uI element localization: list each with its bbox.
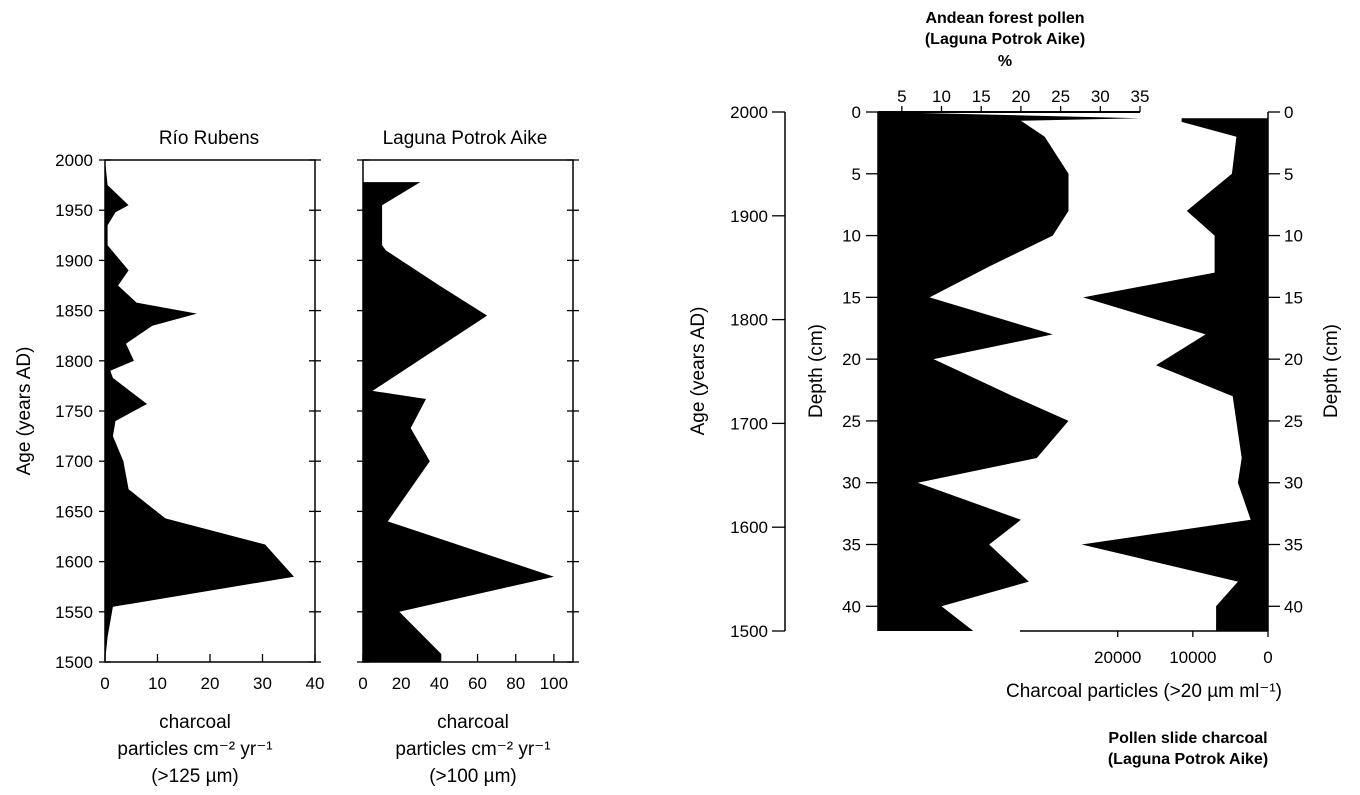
depth-tick-label: 20 [842,350,861,369]
depth-axis-label-left: Depth (cm) [806,324,827,418]
y-axis-label-age: Age (years AD) [14,347,35,476]
depth-tick-label-right: 10 [1284,227,1303,246]
age-tick-label: 1800 [730,311,768,330]
age-axis-label: Age (years AD) [688,307,709,436]
depth-tick-label: 15 [842,288,861,307]
x-ticks-laguna-potrok-aike: 0 20 40 60 80 100 [358,654,568,693]
pollen-area [878,112,1140,631]
age-tick-label: 1900 [730,207,768,226]
y-tick-label: 1550 [55,603,93,622]
depth-left-ticks: 0 5 10 15 20 25 30 35 40 [842,103,878,616]
x-tick-label: 10 [148,674,167,693]
panel-rio-rubens: Río Rubens Age (years AD) 1500 1550 1600 16… [14,128,324,787]
pollen-title-line1: Andean forest pollen [925,10,1084,27]
charcoal-tick-label: 10000 [1169,648,1216,667]
x-tick-label: 40 [306,674,325,693]
pollen-tick-label: 15 [972,87,991,106]
x-axis-label-line1: charcoal [159,712,231,733]
panel-title-laguna-potrok-aike: Laguna Potrok Aike [383,128,548,149]
pollen-ticks: 5 10 15 20 25 30 35 [897,87,1149,112]
y-ticks-laguna-potrok-aike [357,159,579,663]
age-tick-label: 1600 [730,518,768,537]
y-tick-label: 1900 [55,251,93,270]
x-tick-label: 20 [201,674,220,693]
y-tick-label: 1800 [55,352,93,371]
panel-andean-pollen: Andean forest pollen (Laguna Potrok Aike… [688,10,1342,768]
age-tick-label: 1500 [730,622,768,641]
y-tick-label: 2000 [55,151,93,170]
y-tick-label: 1500 [55,653,93,672]
depth-tick-label-right: 25 [1284,412,1303,431]
panel-title-rio-rubens: Río Rubens [159,128,259,149]
x-tick-label: 20 [392,674,411,693]
x-axis-label-line1: charcoal [437,712,509,733]
y-tick-label: 1750 [55,402,93,421]
y-tick-label: 1650 [55,502,93,521]
depth-tick-label-right: 30 [1284,474,1303,493]
depth-tick-label: 25 [842,412,861,431]
age-ticks: 2000 1900 1800 1700 1600 1500 [730,103,785,641]
pollen-series-group [878,112,1140,631]
depth-tick-label: 10 [842,227,861,246]
pollen-tick-label: 35 [1131,87,1150,106]
x-tick-label: 0 [358,674,367,693]
x-axis-label-line3: (>100 µm) [429,766,517,787]
pollen-title-line3: % [998,53,1012,70]
area-laguna-potrok-aike [363,182,554,662]
y-ticks-rio-rubens: 1500 1550 1600 1650 1700 1750 1800 1850 1900 1950… [55,151,321,672]
depth-tick-label-right: 15 [1284,288,1303,307]
depth-tick-label: 40 [842,597,861,616]
depth-tick-label-right: 40 [1284,597,1303,616]
depth-right-ticks: 0 5 10 15 20 25 30 35 40 [1268,103,1303,616]
y-tick-label: 1700 [55,452,93,471]
x-axis-label-line3: (>125 µm) [151,766,239,787]
depth-tick-label: 0 [852,103,861,122]
depth-tick-label: 30 [842,474,861,493]
pollen-tick-label: 30 [1091,87,1110,106]
bottom-note-line1: Pollen slide charcoal [1108,730,1267,747]
area-rio-rubens [105,160,294,662]
y-tick-label: 1950 [55,201,93,220]
x-tick-label: 60 [468,674,487,693]
x-ticks-rio-rubens: 0 10 20 30 40 [100,654,324,693]
charcoal-tick-label: 0 [1263,648,1272,667]
panel-laguna-potrok-aike: Laguna Potrok Aike 0 20 40 60 80 100 charcoal… [357,128,579,787]
pollen-tick-label: 10 [932,87,951,106]
x-tick-label: 40 [430,674,449,693]
depth-tick-label-right: 0 [1284,103,1293,122]
bottom-note-line2: (Laguna Potrok Aike) [1108,751,1268,768]
depth-tick-label-right: 20 [1284,350,1303,369]
pollen-tick-label: 25 [1051,87,1070,106]
charcoal-area [1081,118,1268,631]
y-tick-label: 1850 [55,302,93,321]
depth-tick-label-right: 35 [1284,536,1303,555]
x-axis-label-line2: particles cm⁻² yr⁻¹ [117,739,272,760]
charcoal-series-group [1081,118,1268,631]
depth-tick-label-right: 5 [1284,165,1293,184]
pollen-tick-label: 20 [1011,87,1030,106]
charcoal-ticks: 20000 10000 0 [1094,631,1273,667]
charcoal-tick-label: 20000 [1094,648,1141,667]
charcoal-axis-label: Charcoal particles (>20 µm ml⁻¹) [1006,681,1282,702]
pollen-title-line2: (Laguna Potrok Aike) [925,31,1085,48]
depth-axis-label-right: Depth (cm) [1321,324,1342,418]
x-tick-label: 0 [100,674,109,693]
y-tick-label: 1600 [55,553,93,572]
pollen-tick-label: 5 [897,87,906,106]
depth-tick-label: 5 [852,165,861,184]
x-tick-label: 100 [540,674,568,693]
x-tick-label: 80 [506,674,525,693]
x-tick-label: 30 [253,674,272,693]
age-tick-label: 1700 [730,414,768,433]
age-tick-label: 2000 [730,103,768,122]
depth-tick-label: 35 [842,536,861,555]
x-axis-label-line2: particles cm⁻² yr⁻¹ [395,739,550,760]
